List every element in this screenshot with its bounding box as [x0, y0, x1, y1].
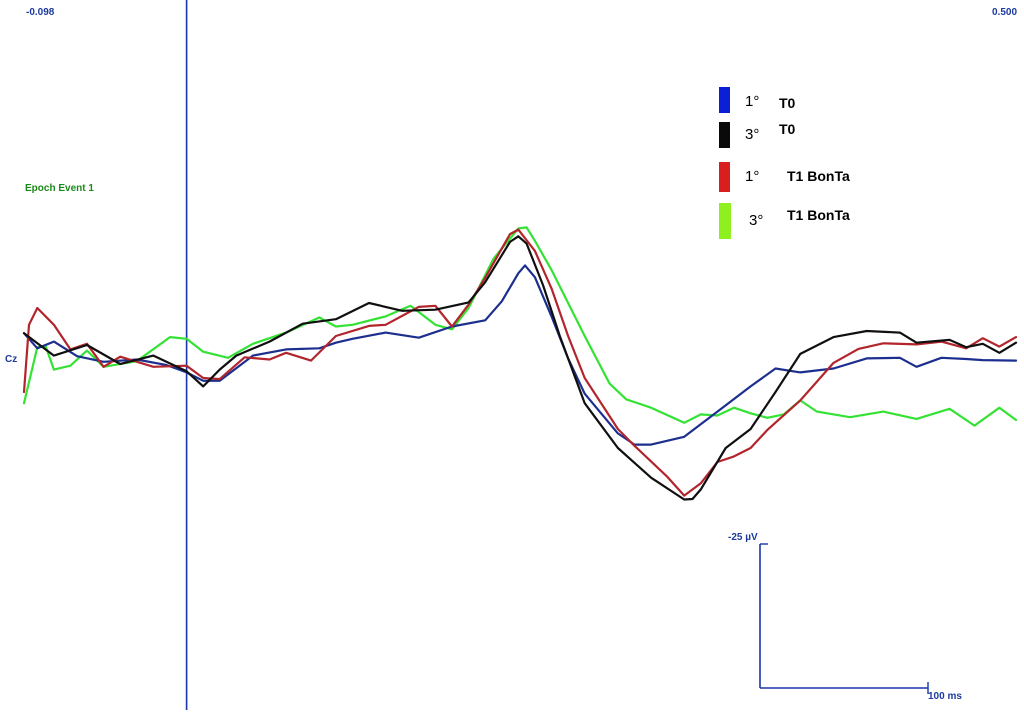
series-group — [22, 226, 1018, 501]
x-min-label: -0.098 — [26, 7, 55, 18]
series-line-3 — [22, 228, 1018, 497]
legend-item-1: 1° T0 — [719, 87, 796, 113]
legend: 1° T0 3° T0 1° T1 BonTa 3° T1 BonTa — [719, 87, 850, 239]
scale-amplitude-label: -25 µV — [728, 532, 758, 543]
scale-bar: -25 µV 100 ms — [728, 532, 962, 702]
legend-prefix-2: 3° — [745, 126, 759, 143]
legend-item-4: 3° T1 BonTa — [719, 203, 850, 239]
legend-swatch-2 — [719, 122, 730, 148]
legend-prefix-4: 3° — [749, 212, 763, 229]
legend-swatch-1 — [719, 87, 730, 113]
legend-item-2: 3° T0 — [719, 121, 796, 148]
series-line-2 — [22, 235, 1018, 501]
x-max-label: 0.500 — [992, 7, 1017, 18]
epoch-event-label: Epoch Event 1 — [25, 183, 94, 194]
channel-label: Cz — [5, 354, 17, 365]
legend-condition-4: T1 BonTa — [787, 207, 850, 223]
legend-condition-1: T0 — [779, 95, 796, 111]
series-line-4 — [22, 226, 1018, 427]
legend-prefix-1: 1° — [745, 93, 759, 110]
legend-swatch-3 — [719, 162, 730, 192]
scale-time-label: 100 ms — [928, 691, 962, 702]
legend-item-3: 1° T1 BonTa — [719, 162, 850, 192]
legend-prefix-3: 1° — [745, 168, 759, 185]
legend-swatch-4 — [719, 203, 731, 239]
series-line-1 — [22, 264, 1018, 446]
legend-condition-3: T1 BonTa — [787, 168, 850, 184]
legend-condition-2: T0 — [779, 121, 796, 137]
